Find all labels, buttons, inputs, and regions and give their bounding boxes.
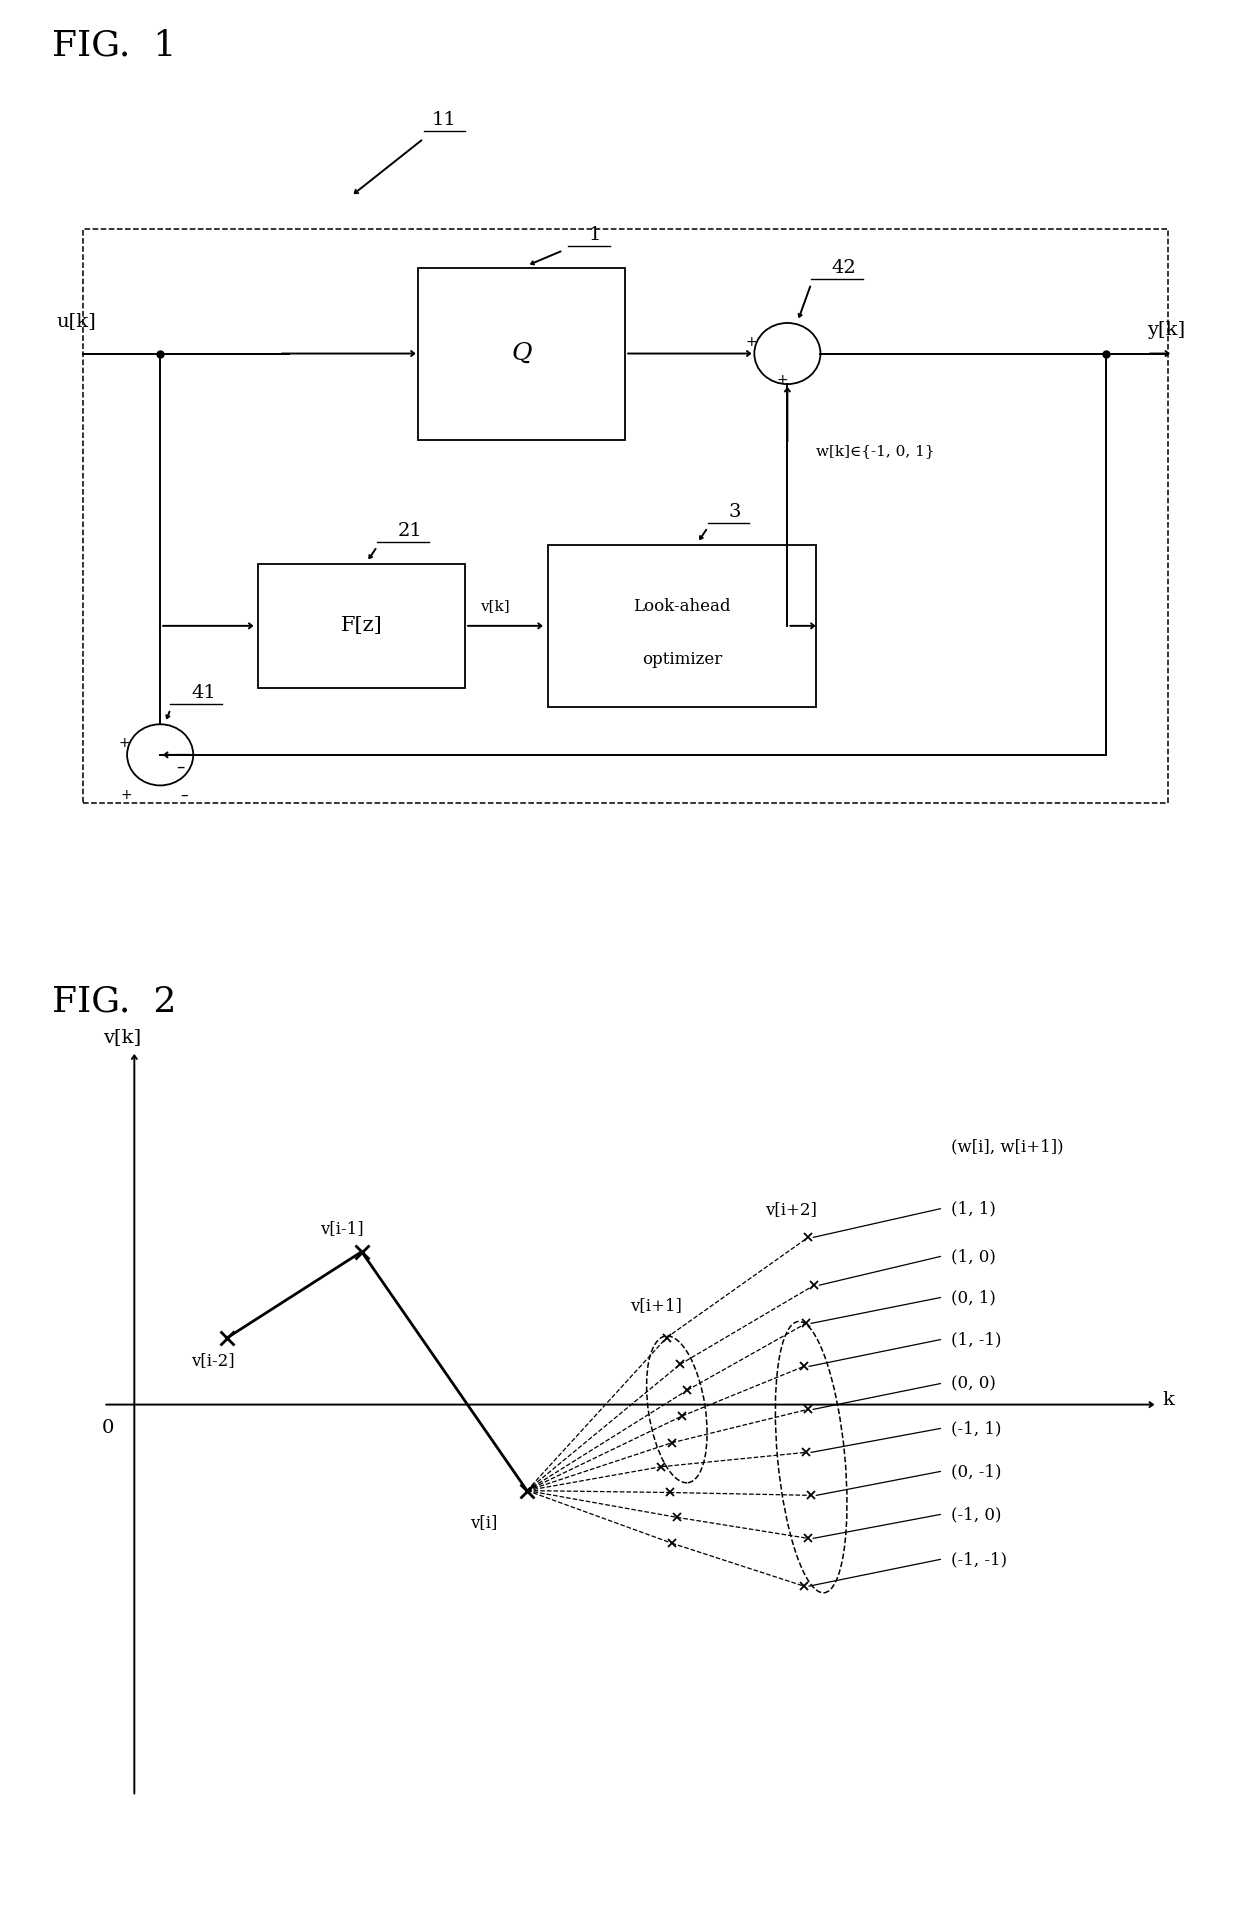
Text: +: + <box>745 334 758 350</box>
FancyBboxPatch shape <box>258 564 465 688</box>
Text: (-1, -1): (-1, -1) <box>951 1552 1007 1567</box>
Text: 21: 21 <box>398 522 423 539</box>
Text: +: + <box>776 373 789 388</box>
Text: 41: 41 <box>191 684 216 701</box>
Text: Q: Q <box>512 342 532 365</box>
Text: 1: 1 <box>589 225 601 243</box>
Text: 42: 42 <box>832 260 857 277</box>
Text: y[k]: y[k] <box>1147 321 1185 338</box>
Text: k: k <box>1163 1391 1174 1408</box>
Text: F[z]: F[z] <box>341 617 383 634</box>
Text: v[k]: v[k] <box>481 600 510 613</box>
Text: u[k]: u[k] <box>57 311 97 329</box>
Text: Look-ahead: Look-ahead <box>634 598 730 615</box>
Text: v[i+2]: v[i+2] <box>765 1202 817 1219</box>
Text: w[k]∈{-1, 0, 1}: w[k]∈{-1, 0, 1} <box>816 443 935 459</box>
Text: v[i-1]: v[i-1] <box>320 1221 365 1238</box>
Text: (-1, 1): (-1, 1) <box>951 1420 1001 1437</box>
Text: v[i-2]: v[i-2] <box>191 1353 234 1368</box>
Text: 0: 0 <box>102 1418 114 1437</box>
Text: 11: 11 <box>432 111 456 128</box>
Text: (w[i], w[i+1]): (w[i], w[i+1]) <box>951 1139 1063 1154</box>
Text: (1, 1): (1, 1) <box>951 1200 996 1217</box>
Text: +: + <box>118 736 130 751</box>
Text: –: – <box>180 787 187 803</box>
Text: optimizer: optimizer <box>642 652 722 667</box>
Text: (-1, 0): (-1, 0) <box>951 1506 1001 1523</box>
FancyBboxPatch shape <box>418 268 625 440</box>
Text: FIG.  2: FIG. 2 <box>52 984 176 1019</box>
Text: v[k]: v[k] <box>103 1028 141 1045</box>
Text: (0, 0): (0, 0) <box>951 1376 996 1391</box>
Text: FIG.  1: FIG. 1 <box>52 29 176 63</box>
Text: (0, 1): (0, 1) <box>951 1290 996 1305</box>
Text: v[i+1]: v[i+1] <box>630 1298 682 1315</box>
FancyBboxPatch shape <box>548 545 816 707</box>
Text: v[i]: v[i] <box>470 1514 497 1531</box>
Text: (0, -1): (0, -1) <box>951 1464 1001 1479</box>
Text: (1, -1): (1, -1) <box>951 1332 1001 1347</box>
Text: (1, 0): (1, 0) <box>951 1248 996 1265</box>
Text: +: + <box>120 787 131 803</box>
Text: –: – <box>176 757 185 776</box>
Text: 3: 3 <box>729 503 742 520</box>
